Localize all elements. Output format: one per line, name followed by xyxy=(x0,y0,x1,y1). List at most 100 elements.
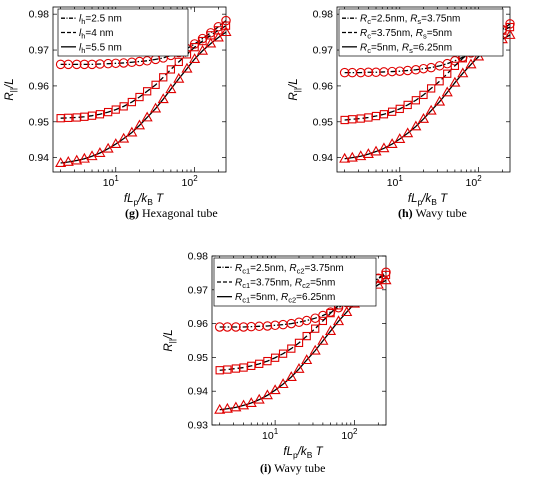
data-point-square xyxy=(159,73,168,82)
data-point-circle xyxy=(505,19,515,29)
data-point-triangle xyxy=(126,126,138,137)
x-tick-label: 101 xyxy=(262,427,279,442)
data-point-triangle xyxy=(62,156,74,166)
x-axis-label: fLp/kB T xyxy=(408,193,448,207)
data-point-triangle xyxy=(212,31,224,42)
data-point-triangle xyxy=(141,111,153,122)
data-point-circle xyxy=(79,59,90,70)
data-point-square xyxy=(379,110,389,119)
data-point-triangle xyxy=(238,399,250,410)
y-tick-label: 0.94 xyxy=(29,152,50,164)
data-point-triangle xyxy=(441,86,453,97)
x-tick-label: 102 xyxy=(466,174,483,189)
legend-entry: Rc=5nm, Rs=6.25nm xyxy=(360,42,452,55)
data-point-triangle xyxy=(277,378,289,389)
data-point-square xyxy=(287,344,296,353)
data-point-triangle xyxy=(205,37,217,48)
data-point-triangle xyxy=(253,393,265,404)
y-tick-label: 0.96 xyxy=(188,318,209,330)
data-point-triangle xyxy=(220,26,232,37)
y-tick-label: 0.98 xyxy=(29,9,50,21)
data-point-triangle xyxy=(370,145,382,156)
data-point-triangle xyxy=(332,315,345,326)
data-point-triangle xyxy=(325,325,337,335)
data-point-triangle xyxy=(214,403,226,414)
data-point-square xyxy=(348,115,357,124)
data-point-circle xyxy=(127,57,137,67)
data-point-circle xyxy=(363,67,374,78)
data-point-triangle xyxy=(230,401,242,412)
data-point-triangle xyxy=(71,154,83,165)
data-point-triangle xyxy=(378,142,390,153)
data-point-triangle xyxy=(346,151,358,162)
x-tick-label: 101 xyxy=(387,174,404,189)
y-axis-label: R||/L xyxy=(163,329,177,351)
data-point-square xyxy=(318,316,328,326)
data-point-triangle xyxy=(341,306,353,317)
x-tick-label: 101 xyxy=(103,174,120,189)
legend: Rc1=2.5nm, Rc2=3.75nm Rc1=3.75nm, Rc2=5nm… xyxy=(213,257,377,307)
legend-entry: Rc=3.75nm, Rs=5nm xyxy=(360,28,452,41)
data-point-circle xyxy=(231,322,241,332)
panel-caption: (i) Wavy tube xyxy=(260,461,325,475)
y-tick-label: 0.97 xyxy=(188,284,209,296)
y-tick-label: 0.96 xyxy=(313,80,334,92)
data-point-circle xyxy=(418,63,429,74)
chart-panel-h: 0.94 0.95 0.96 0.97 0.98 101 102 fLp/kB T R||/L R… xyxy=(288,6,516,220)
legend-box xyxy=(338,8,504,57)
data-point-triangle xyxy=(245,397,257,407)
legend-box xyxy=(57,8,189,57)
panel-caption: (g) Hexagonal tube xyxy=(125,206,218,220)
y-tick-label: 0.93 xyxy=(188,420,209,432)
data-point-triangle xyxy=(339,152,351,163)
data-point-triangle xyxy=(402,127,414,138)
data-point-square xyxy=(190,43,199,52)
data-point-square xyxy=(135,92,144,102)
data-point-triangle xyxy=(301,354,313,365)
data-point-circle xyxy=(103,58,113,69)
data-point-square xyxy=(278,349,288,358)
data-point-square xyxy=(87,111,97,120)
data-point-square xyxy=(119,102,128,111)
x-tick-label: 102 xyxy=(182,174,199,189)
data-point-square xyxy=(395,104,404,114)
data-point-circle xyxy=(55,59,66,70)
data-point-square xyxy=(450,61,460,70)
data-point-square xyxy=(223,365,232,374)
data-point-triangle xyxy=(293,362,305,373)
data-point-square xyxy=(142,87,152,96)
data-point-circle xyxy=(387,66,397,77)
data-point-triangle xyxy=(133,119,146,130)
data-point-square xyxy=(443,69,452,78)
data-point-triangle xyxy=(102,142,114,153)
data-point-triangle xyxy=(189,53,201,63)
data-point-triangle xyxy=(309,344,321,355)
y-tick-label: 0.95 xyxy=(188,352,209,364)
data-point-triangle xyxy=(449,76,461,87)
data-point-circle xyxy=(71,59,82,70)
data-point-circle xyxy=(238,322,249,332)
data-point-square xyxy=(166,65,176,74)
data-point-triangle xyxy=(150,102,162,113)
data-point-triangle xyxy=(285,371,297,381)
data-point-triangle xyxy=(181,62,193,73)
data-point-square xyxy=(255,359,264,368)
legend-entry: Rc=2.5nm, Rs=3.75nm xyxy=(360,14,460,27)
data-point-square xyxy=(302,331,311,341)
data-point-triangle xyxy=(317,334,329,345)
data-point-triangle xyxy=(434,95,446,106)
panel-caption: (h) Wavy tube xyxy=(398,206,467,220)
data-point-triangle xyxy=(380,274,392,285)
y-tick-label: 0.97 xyxy=(29,45,50,57)
y-tick-label: 0.96 xyxy=(29,80,50,92)
data-point-triangle xyxy=(410,120,422,131)
data-point-circle xyxy=(411,65,421,75)
data-point-circle xyxy=(339,67,350,78)
data-point-square xyxy=(294,338,304,348)
y-tick-label: 0.98 xyxy=(313,9,334,21)
data-point-triangle xyxy=(261,389,273,400)
data-point-square xyxy=(426,84,436,93)
data-point-circle xyxy=(262,321,273,331)
y-tick-label: 0.98 xyxy=(188,251,209,263)
